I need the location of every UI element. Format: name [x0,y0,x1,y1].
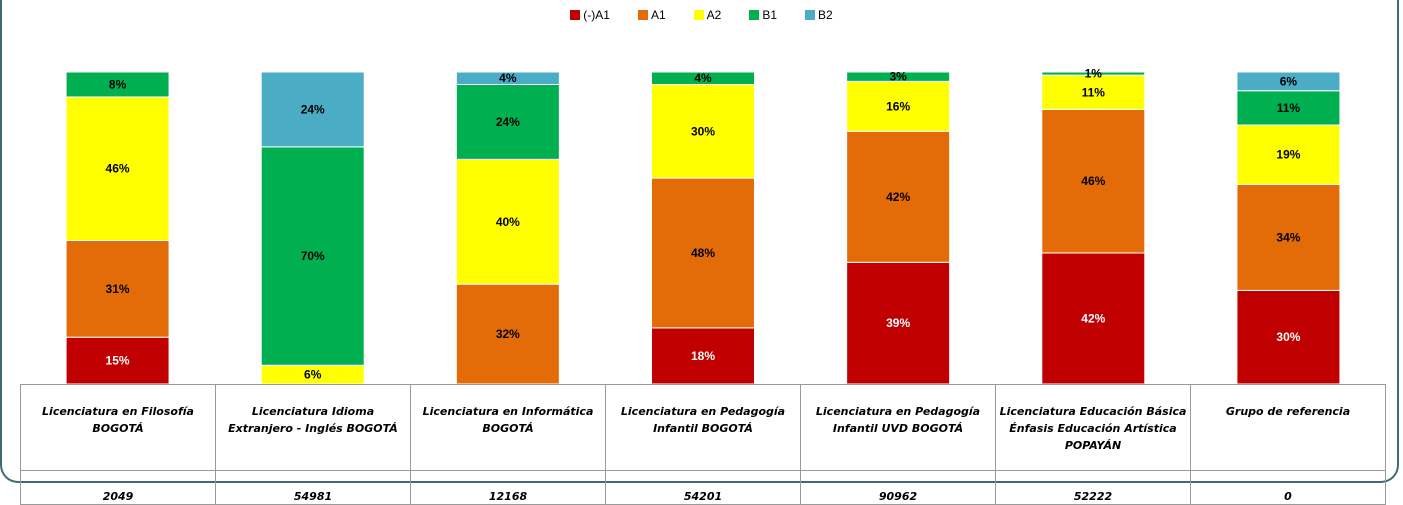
data-label: 31% [106,282,130,296]
data-label: 16% [886,99,910,113]
legend-label: A1 [650,8,666,22]
legend-swatch [693,10,704,20]
bar-segment [1041,108,1146,254]
data-label: 19% [1276,148,1300,162]
category-names-row: Licenciatura en Filosofía BOGOTÁ Licencia… [20,384,1386,471]
category-count: 2049 [20,470,216,505]
legend-label: B2 [818,8,833,22]
category-count: 90962 [800,470,996,505]
data-label: 24% [301,102,325,116]
data-label: 3% [889,70,907,84]
data-label: 34% [1276,230,1300,244]
bar-segment [65,239,170,338]
category-count: 52222 [995,470,1191,505]
category-label: Licenciatura Educación Básica Énfasis Ed… [995,384,1191,471]
data-label: 30% [691,124,715,138]
category-label: Licenciatura en Filosofía BOGOTÁ [20,384,216,471]
data-label: 11% [1082,85,1106,99]
category-label: Licenciatura Idioma Extranjero - Inglés … [215,384,411,471]
bar-segment [651,83,755,179]
category-table: Licenciatura en Filosofía BOGOTÁ Licencia… [20,384,1386,505]
category-count: 54981 [215,470,411,505]
legend-item-3: B1 [749,8,777,22]
data-label: 30% [1276,330,1300,344]
bar-segment [65,71,170,98]
category-count: 12168 [410,470,606,505]
data-label: 1% [1085,67,1103,81]
category-label: Licenciatura en Pedagogía Infantil UVD B… [800,384,996,471]
category-count: 0 [1190,470,1386,505]
bar-segment [651,177,755,329]
bar-segment [1236,124,1341,185]
category-label: Licenciatura en Informática BOGOTÁ [410,384,606,471]
data-label: 42% [886,190,910,204]
bar-segment [455,158,560,285]
bar-segment [65,96,170,241]
bar-segment [65,336,170,385]
bar-segment [260,71,365,148]
bar-segment [260,146,365,366]
data-label: 48% [691,246,715,260]
legend-item-1: A1 [637,8,666,22]
legend-swatch [805,10,816,20]
data-label: 18% [691,349,715,363]
data-label: 46% [1081,174,1105,188]
legend-item-0: (-)A1 [570,8,610,22]
data-label: 70% [301,249,325,263]
legend-label: (-)A1 [583,8,610,22]
bar-segment [846,80,951,132]
bar-segment [1041,74,1146,110]
bar-segment [846,261,951,385]
stacked-bar-chart: 15% 31% 46% 8% 6% 70% 24% 32% 40% 24% 4% 18% 48% 30% 4… [65,67,1341,385]
legend: (-)A1 A1 A2 B1 B2 [0,8,1403,22]
category-count: 54201 [605,470,801,505]
data-label: 40% [496,215,520,229]
bar-segment [455,283,560,385]
legend-item-2: A2 [693,8,722,22]
bar-segment [1236,71,1341,92]
bar-segment [455,83,560,160]
bar-segment [455,71,560,85]
data-label: 11% [1277,101,1301,115]
data-label: 4% [694,71,712,85]
data-label: 39% [886,316,910,330]
bar-segment [651,327,755,385]
data-label: 32% [496,327,520,341]
category-counts-row: 2049 54981 12168 54201 90962 52222 0 [20,470,1386,505]
bar-segment [846,130,951,263]
legend-swatch [570,10,581,20]
bar-segment [651,71,755,85]
category-label: Grupo de referencia [1190,384,1386,471]
category-label: Licenciatura en Pedagogía Infantil BOGOT… [605,384,801,471]
legend-label: B1 [762,8,778,22]
data-label: 24% [496,115,520,129]
data-label: 15% [106,354,130,368]
data-label: 6% [1280,74,1298,88]
legend-item-4: B2 [805,8,833,22]
data-label: 8% [109,77,127,91]
legend-label: A2 [706,8,722,22]
bar-segment [1041,71,1146,76]
data-label: 4% [499,71,517,85]
bar-segment [846,71,951,82]
data-label: 6% [304,368,322,382]
data-label: 46% [106,162,130,176]
data-label: 42% [1081,311,1105,325]
bar-segment [1236,183,1341,291]
legend-swatch [749,10,760,20]
legend-swatch [637,10,648,20]
bar-segment [1041,252,1146,385]
